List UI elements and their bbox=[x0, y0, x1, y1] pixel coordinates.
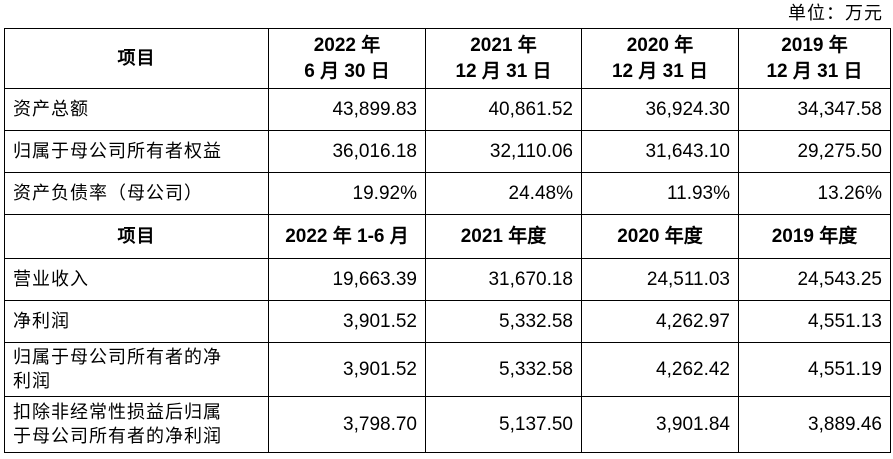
cell-value: 34,347.58 bbox=[738, 88, 891, 131]
header-line1: 2021 年 bbox=[470, 34, 537, 56]
header-line2: 12 月 31 日 bbox=[611, 60, 709, 82]
header-line2: 12 月 31 日 bbox=[455, 60, 552, 82]
row-label: 资产总额 bbox=[4, 88, 269, 131]
row-label-line1: 归属于母公司所有者的净 bbox=[13, 346, 222, 368]
cell-value: 40,861.52 bbox=[425, 88, 582, 131]
header-line1: 2019 年 bbox=[781, 34, 848, 56]
header-line2: 6 月 30 日 bbox=[304, 60, 390, 82]
income-header-col: 2019 年度 bbox=[738, 214, 891, 259]
row-label: 扣除非经常性损益后归属 于母公司所有者的净利润 bbox=[4, 396, 269, 453]
income-header-row: 项目 2022 年 1-6 月 2021 年度 2020 年度 2019 年度 bbox=[4, 214, 891, 259]
balance-header-item: 项目 bbox=[4, 28, 269, 89]
row-label: 资产负债率（母公司） bbox=[4, 172, 269, 215]
header-line2: 12 月 31 日 bbox=[766, 60, 863, 82]
row-label: 归属于母公司所有者的净 利润 bbox=[4, 342, 269, 397]
cell-value: 24,511.03 bbox=[581, 258, 739, 301]
cell-value: 4,262.97 bbox=[581, 300, 739, 343]
balance-header-row: 项目 2022 年 6 月 30 日 2021 年 12 月 31 日 2020… bbox=[4, 28, 891, 89]
cell-value: 24,543.25 bbox=[738, 258, 891, 301]
cell-value: 3,901.52 bbox=[268, 342, 426, 397]
cell-value: 32,110.06 bbox=[425, 130, 582, 173]
cell-value: 13.26% bbox=[738, 172, 891, 215]
income-header-col: 2021 年度 bbox=[425, 214, 582, 259]
cell-value: 31,670.18 bbox=[425, 258, 582, 301]
cell-value: 3,889.46 bbox=[738, 396, 891, 453]
cell-value: 36,924.30 bbox=[581, 88, 739, 131]
cell-value: 5,332.58 bbox=[425, 300, 582, 343]
row-label-line2: 于母公司所有者的净利润 bbox=[13, 425, 222, 447]
cell-value: 29,275.50 bbox=[738, 130, 891, 173]
cell-value: 24.48% bbox=[425, 172, 582, 215]
cell-value: 11.93% bbox=[581, 172, 739, 215]
table-row: 资产负债率（母公司） 19.92% 24.48% 11.93% 13.26% bbox=[4, 172, 891, 215]
header-line1: 2022 年 bbox=[313, 34, 381, 56]
balance-header-col: 2020 年 12 月 31 日 bbox=[581, 28, 739, 89]
cell-value: 5,332.58 bbox=[425, 342, 582, 397]
header-line1: 2020 年 bbox=[626, 34, 694, 56]
table-row: 营业收入 19,663.39 31,670.18 24,511.03 24,54… bbox=[4, 258, 891, 301]
cell-value: 19,663.39 bbox=[268, 258, 426, 301]
financial-summary-table: 项目 2022 年 6 月 30 日 2021 年 12 月 31 日 2020… bbox=[4, 28, 891, 453]
table-row: 归属于母公司所有者权益 36,016.18 32,110.06 31,643.1… bbox=[4, 130, 891, 173]
balance-header-col: 2022 年 6 月 30 日 bbox=[268, 28, 426, 89]
table-row: 净利润 3,901.52 5,332.58 4,262.97 4,551.13 bbox=[4, 300, 891, 343]
cell-value: 3,901.84 bbox=[581, 396, 739, 453]
balance-header-col: 2021 年 12 月 31 日 bbox=[425, 28, 582, 89]
cell-value: 4,551.13 bbox=[738, 300, 891, 343]
row-label: 净利润 bbox=[4, 300, 269, 343]
row-label-line1: 扣除非经常性损益后归属 bbox=[13, 401, 222, 423]
cell-value: 36,016.18 bbox=[268, 130, 426, 173]
cell-value: 19.92% bbox=[268, 172, 426, 215]
income-header-col: 2022 年 1-6 月 bbox=[268, 214, 426, 259]
income-header-col: 2020 年度 bbox=[581, 214, 739, 259]
cell-value: 3,798.70 bbox=[268, 396, 426, 453]
cell-value: 43,899.83 bbox=[268, 88, 426, 131]
cell-value: 3,901.52 bbox=[268, 300, 426, 343]
row-label-line2: 利润 bbox=[13, 370, 51, 392]
row-label: 营业收入 bbox=[4, 258, 269, 301]
table-row: 扣除非经常性损益后归属 于母公司所有者的净利润 3,798.70 5,137.5… bbox=[4, 396, 891, 453]
cell-value: 4,262.42 bbox=[581, 342, 739, 397]
cell-value: 31,643.10 bbox=[581, 130, 739, 173]
row-label: 归属于母公司所有者权益 bbox=[4, 130, 269, 173]
income-header-item: 项目 bbox=[4, 214, 269, 259]
table-row: 归属于母公司所有者的净 利润 3,901.52 5,332.58 4,262.4… bbox=[4, 342, 891, 397]
cell-value: 4,551.19 bbox=[738, 342, 891, 397]
balance-header-col: 2019 年 12 月 31 日 bbox=[738, 28, 891, 89]
unit-label: 单位：万元 bbox=[788, 3, 883, 24]
cell-value: 5,137.50 bbox=[425, 396, 582, 453]
table-row: 资产总额 43,899.83 40,861.52 36,924.30 34,34… bbox=[4, 88, 891, 131]
